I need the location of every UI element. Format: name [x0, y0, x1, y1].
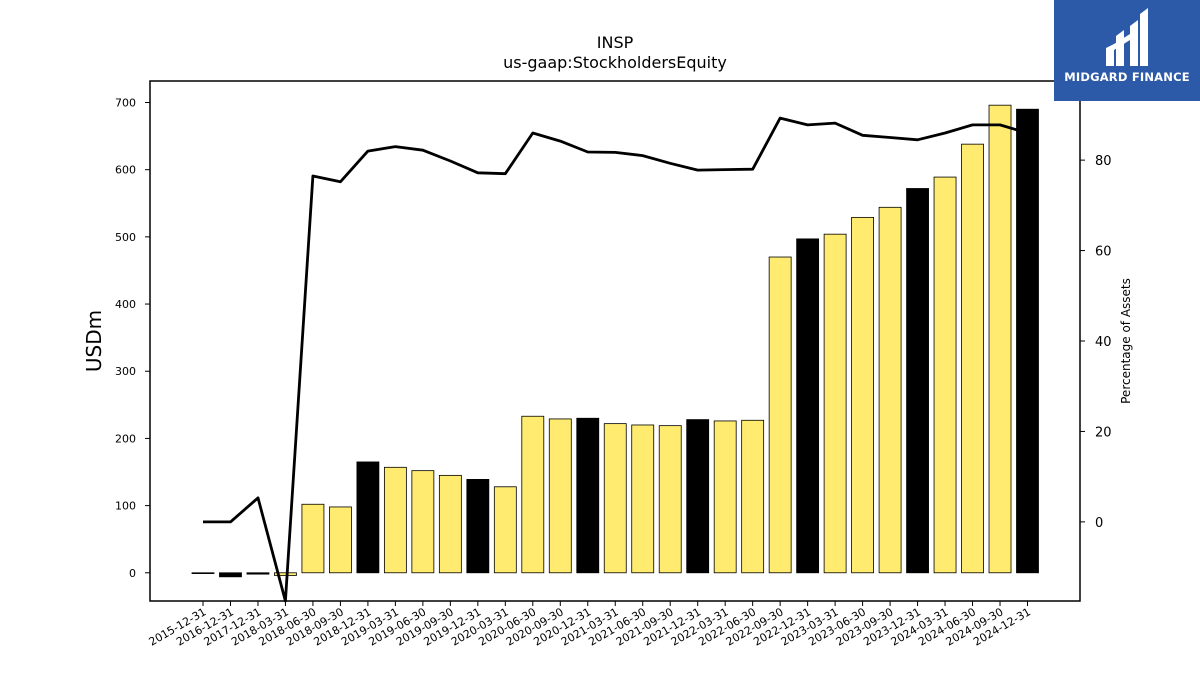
- bar: [988, 104, 1012, 574]
- y-tick-label: 600: [115, 164, 136, 177]
- bar: [219, 572, 242, 578]
- bar: [1016, 108, 1039, 574]
- bar: [933, 176, 957, 574]
- bar: [521, 415, 545, 574]
- bar: [411, 470, 435, 574]
- brand-mark-icon: [1106, 8, 1148, 66]
- percent-line-layer: [203, 116, 1028, 603]
- bar: [383, 466, 407, 574]
- y2-tick-label: 40: [1095, 335, 1112, 350]
- percent-line: [203, 116, 1028, 603]
- bar: [493, 486, 517, 574]
- bar: [658, 425, 682, 574]
- y-tick-label: 700: [115, 96, 136, 109]
- bar: [301, 503, 325, 574]
- bar: [851, 216, 874, 574]
- bar: [548, 418, 572, 574]
- y2-tick-label: 0: [1095, 516, 1103, 531]
- y-tick-label: 100: [115, 500, 136, 513]
- y2-tick-label: 20: [1095, 425, 1112, 440]
- bar: [906, 188, 929, 574]
- bar-series: [191, 104, 1039, 578]
- brand-logo: MIDGARD FINANCE: [1054, 0, 1200, 101]
- y2-axis-label: Percentage of Assets: [1119, 278, 1133, 404]
- bar: [246, 572, 270, 575]
- y-tick-label: 0: [129, 567, 136, 580]
- bar: [329, 506, 352, 574]
- bar: [741, 419, 765, 574]
- plot-frame: [149, 80, 1081, 602]
- bar: [768, 256, 792, 574]
- bar: [603, 423, 627, 574]
- chart-title: INSP: [597, 33, 634, 52]
- chart-subtitle: us-gaap:StockholdersEquity: [503, 53, 727, 72]
- bar: [961, 143, 984, 574]
- bar: [438, 474, 462, 574]
- bar: [713, 420, 737, 574]
- bar: [686, 419, 710, 574]
- bar: [274, 572, 297, 576]
- bar: [356, 461, 380, 574]
- y-tick-label: 400: [115, 298, 136, 311]
- y-axis-label: USDm: [82, 310, 106, 372]
- bar: [631, 424, 655, 574]
- brand-name: MIDGARD FINANCE: [1064, 70, 1190, 84]
- y-tick-label: 300: [115, 365, 136, 378]
- bar: [878, 206, 902, 574]
- y-tick-label: 200: [115, 432, 136, 445]
- y2-tick-label: 60: [1095, 245, 1112, 260]
- bar: [576, 417, 600, 574]
- y-tick-label: 500: [115, 231, 136, 244]
- bar: [191, 572, 215, 574]
- y2-tick-label: 80: [1095, 154, 1112, 169]
- bar: [823, 233, 847, 574]
- bar: [796, 238, 820, 574]
- bar: [466, 478, 490, 574]
